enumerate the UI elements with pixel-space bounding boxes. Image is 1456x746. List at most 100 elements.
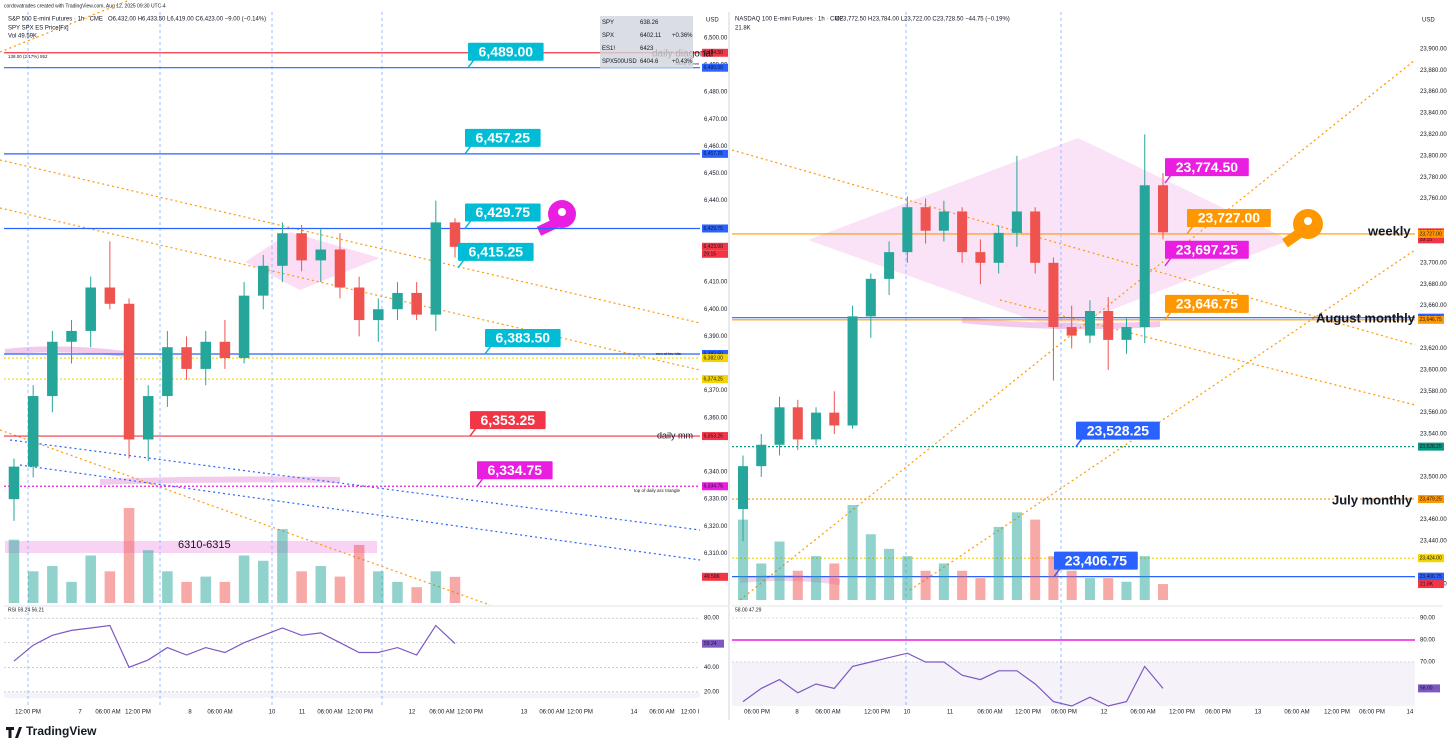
price-tag-label: 23,727.00 <box>1420 231 1442 237</box>
x-tick-label: 12:00 PM <box>15 710 41 716</box>
volume-bar <box>315 566 327 603</box>
table-cell: SPY <box>602 20 614 26</box>
candle-body <box>993 232 1004 263</box>
x-tick-label: 10 <box>269 710 276 716</box>
callout-box <box>470 411 546 430</box>
candle-body <box>85 287 96 331</box>
annotation: August monthly <box>1316 310 1416 325</box>
volume-tag <box>1418 580 1444 589</box>
x-tick-label: 8 <box>188 710 192 716</box>
volume-bar <box>277 529 288 603</box>
candle-body <box>1157 185 1169 233</box>
table-cell: SPX <box>602 33 614 39</box>
annotation: top of daily asc triangle <box>634 488 681 493</box>
callout-label: 6,383.50 <box>496 330 551 346</box>
volume-bar <box>200 576 212 603</box>
price-tag <box>702 224 728 233</box>
rsi-tick-label: 20.00 <box>704 689 720 695</box>
x-tick-label: 12:00 PM <box>125 710 151 716</box>
x-tick-label: 06:00 AM <box>207 710 232 716</box>
candle-body <box>1011 211 1022 233</box>
rsi-tick-label: 80.00 <box>704 616 720 622</box>
rsi-line <box>742 652 1164 707</box>
x-tick-label: 06:00 AM <box>95 710 120 716</box>
x-tick-label: 12:00 PM <box>1324 710 1350 716</box>
rsi-tag <box>702 639 724 648</box>
volume-bar <box>847 505 858 600</box>
callout-label: 23,774.50 <box>1176 159 1238 175</box>
y-tick-label: 23,580.00 <box>1420 389 1447 395</box>
volume-bar <box>181 581 192 603</box>
price-tag-label: 6,489.00 <box>704 65 724 71</box>
y-tick-label: 23,620.00 <box>1420 346 1447 352</box>
y-tick-label: 23,760.00 <box>1420 196 1447 202</box>
instrument-title: S&P 500 E-mini Futures · 1h · CME <box>8 17 103 23</box>
price-tag-label: 6,353.25 <box>704 433 724 439</box>
price-tag-label: 23,406.75 <box>1420 574 1442 580</box>
callout-box <box>465 128 541 147</box>
price-tag-label: 23,646.75 <box>1420 317 1442 323</box>
volume-bar <box>142 550 154 603</box>
x-tick-label: 12:00 PM <box>1169 710 1195 716</box>
y-tick-label: 23,860.00 <box>1420 89 1447 95</box>
callout-box <box>1076 421 1160 440</box>
price-tag-label: 6,429.75 <box>704 226 724 232</box>
x-tick-label: 14 <box>1407 710 1414 716</box>
callout-pointer <box>464 220 472 229</box>
x-tick-label: 06:00 AM <box>649 710 674 716</box>
price-tag <box>702 375 728 384</box>
price-tag-label: 23,479.25 <box>1420 496 1442 502</box>
x-tick-label: 13 <box>521 710 528 716</box>
x-tick-label: 13 <box>1255 710 1262 716</box>
x-tick-label: 06:00 AM <box>815 710 840 716</box>
x-tick-label: 12 <box>1101 710 1108 716</box>
callout-pointer <box>1186 225 1194 235</box>
callout-box <box>468 42 544 61</box>
table-cell: 6423 <box>640 46 654 52</box>
countdown-tag <box>702 250 728 258</box>
x-tick-label: 06:00 AM <box>1130 710 1155 716</box>
candle-body <box>920 207 931 231</box>
price-tag <box>1418 572 1444 581</box>
callout-label: 6,489.00 <box>479 43 534 59</box>
callout-pointer <box>484 345 492 355</box>
y-tick-label: 23,560.00 <box>1420 410 1447 416</box>
candle-body <box>938 211 949 231</box>
price-tag-label: 23,424.00 <box>1420 556 1442 562</box>
rsi-tick-label: 70.00 <box>1420 660 1436 666</box>
candle-body <box>238 295 250 359</box>
y-tick-label: 23,800.00 <box>1420 153 1447 159</box>
x-tick-label: 06:00 PM <box>1359 710 1385 716</box>
x-tick-label: 12:00 I <box>681 710 700 716</box>
candle-body <box>1030 211 1041 263</box>
callout-label: 23,528.25 <box>1087 422 1149 438</box>
y-tick-label: 23,780.00 <box>1420 175 1447 181</box>
callout-pointer <box>1164 174 1172 184</box>
y-tick-label: 6,480.00 <box>704 90 728 96</box>
candle-body <box>219 341 231 359</box>
candle-body <box>756 444 767 467</box>
volume-bar <box>219 581 231 603</box>
x-tick-label: 06:00 PM <box>1205 710 1231 716</box>
volume-tag <box>702 572 728 581</box>
x-tick-label: 12:00 PM <box>1015 710 1041 716</box>
volume-bar <box>47 566 58 603</box>
volume-bar <box>1103 578 1114 600</box>
volume-tag-label: 49.59K <box>704 574 721 580</box>
x-tick-label: 10 <box>904 710 911 716</box>
instrument-title: NASDAQ 100 E-mini Futures · 1h · CME <box>735 17 843 23</box>
x-tick-label: 12:00 PM <box>567 710 593 716</box>
callout-pointer <box>1164 257 1172 267</box>
chart-panel: S&P 500 E-mini Futures · 1h · CME O6,432.… <box>4 16 728 716</box>
volume-bar <box>104 571 116 603</box>
price-tag-label: 6,382.00 <box>704 355 724 361</box>
table-cell: SPX500USD <box>602 59 637 65</box>
price-tag <box>702 349 728 358</box>
volume-bar <box>884 548 895 600</box>
volume-bar <box>811 556 822 600</box>
callout-box <box>477 461 553 480</box>
rsi-tick-label: 80.00 <box>1420 638 1436 644</box>
volume-bar <box>430 571 442 603</box>
price-tag-label: 23,528.25 <box>1420 444 1442 450</box>
volume-bar <box>257 560 269 603</box>
